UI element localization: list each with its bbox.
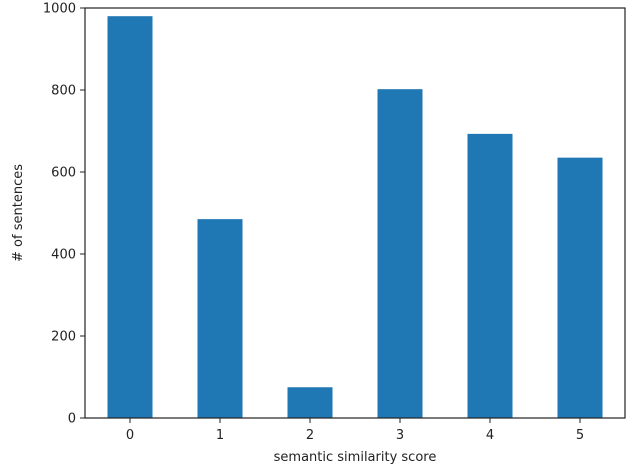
bar-5 [557, 157, 603, 418]
x-tick-label: 3 [396, 428, 404, 443]
bars-group [107, 16, 603, 419]
y-axis-label: # of sentences [11, 164, 26, 262]
y-tick-label: 1000 [43, 2, 76, 17]
plot-frame [84, 7, 626, 419]
y-tick-label: 0 [68, 412, 76, 427]
bar-1 [197, 219, 243, 418]
bar-3 [377, 89, 423, 419]
x-axis-ticks: 0 1 2 3 4 5 [126, 418, 584, 443]
y-tick-label: 800 [51, 84, 76, 99]
y-tick-label: 200 [51, 330, 76, 345]
bar-0 [107, 16, 153, 418]
y-axis-ticks: 0 200 400 600 800 1000 [43, 2, 85, 427]
x-axis-label: semantic similarity score [274, 450, 437, 465]
x-tick-label: 1 [216, 428, 224, 443]
bar-4 [467, 133, 513, 418]
x-tick-label: 0 [126, 428, 134, 443]
x-tick-label: 4 [486, 428, 494, 443]
bar-2 [287, 387, 333, 418]
y-tick-label: 600 [51, 166, 76, 181]
x-tick-label: 2 [306, 428, 314, 443]
x-tick-label: 5 [576, 428, 584, 443]
y-tick-label: 400 [51, 248, 76, 263]
